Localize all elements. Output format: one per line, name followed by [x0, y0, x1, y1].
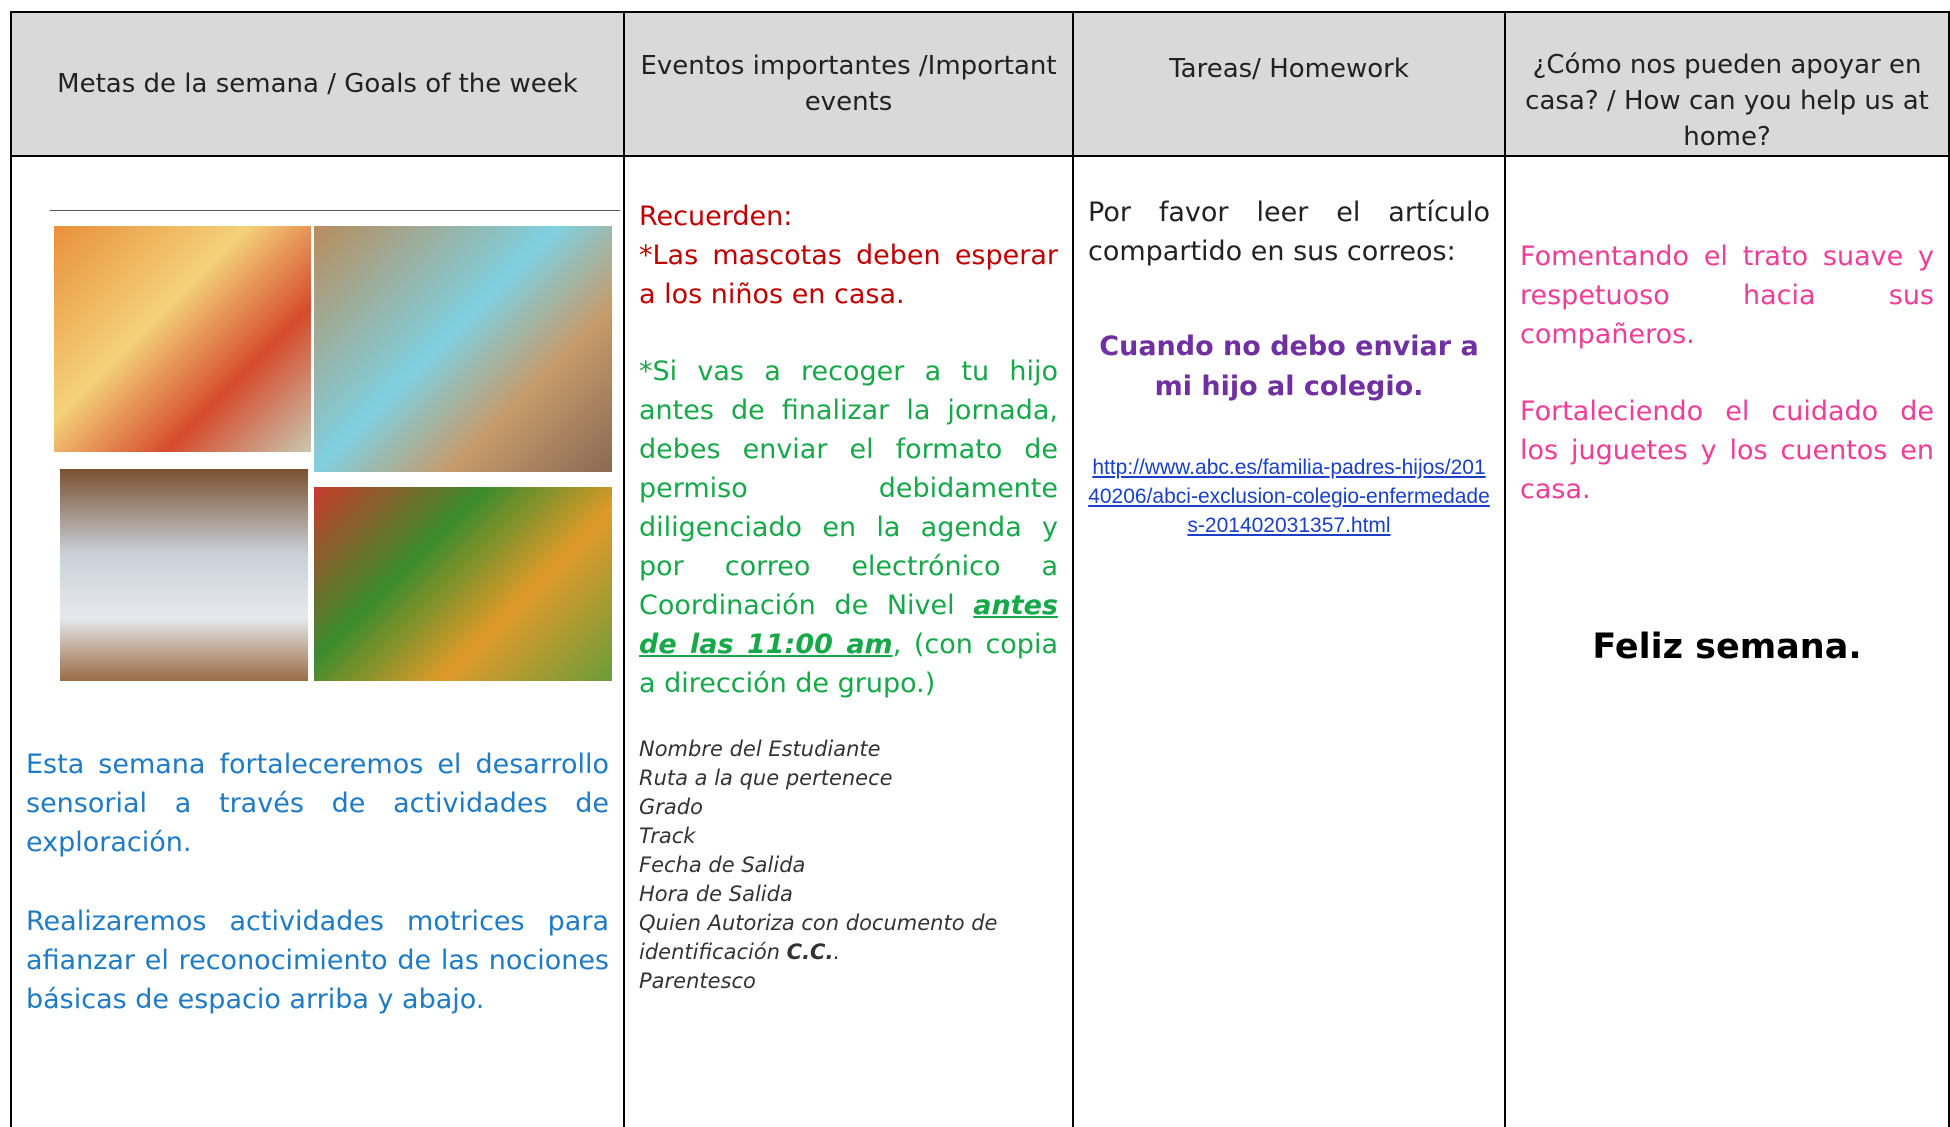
- homework-cell: Por favor leer el artículo compartido en…: [1072, 155, 1506, 1127]
- photo: [314, 487, 612, 681]
- help-paragraph: Fomentando el trato suave y respetuoso h…: [1520, 241, 1934, 350]
- header-cell: Eventos importantes /Important events: [623, 11, 1074, 157]
- form-field-text: Quien Autoriza con documento de identifi…: [639, 911, 998, 964]
- reminder: *Las mascotas deben esperar a los niños …: [639, 240, 1058, 310]
- pickup-deadline: antes de las 11:00 am: [639, 590, 1058, 660]
- rule: [50, 210, 620, 211]
- form-field: Ruta a la que pertenece: [639, 766, 893, 790]
- id-doc-suffix: .: [833, 940, 841, 964]
- pickup-note: *Si vas a recoger a tu hijo antes de fin…: [639, 352, 1058, 703]
- help-cell: Fomentando el trato suave y respetuoso h…: [1504, 155, 1950, 1127]
- form-field: Track: [639, 824, 696, 848]
- photo-collage: [26, 155, 620, 745]
- header-cell: Metas de la semana / Goals of the week: [10, 11, 625, 157]
- article-title: Cuando no debo enviar a mi hijo al coleg…: [1099, 331, 1479, 402]
- header-text: Metas de la semana / Goals of the week: [57, 69, 578, 99]
- form-field: Parentesco: [639, 969, 756, 993]
- homework-intro: Por favor leer el artículo compartido en…: [1088, 197, 1490, 267]
- article-link-wrap: http://www.abc.es/familia-padres-hijos/2…: [1088, 453, 1490, 540]
- events-cell: Recuerden: *Las mascotas deben esperar a…: [623, 155, 1074, 1127]
- form-field: Quien Autoriza con documento de identifi…: [639, 909, 1058, 967]
- goal-paragraph: Realizaremos actividades motrices para a…: [26, 906, 609, 1015]
- header-cell: Tareas/ Homework: [1072, 11, 1506, 157]
- photo: [54, 226, 311, 452]
- header-text: Tareas/ Homework: [1169, 54, 1409, 84]
- header-text: ¿Cómo nos pueden apoyar en casa? / How c…: [1525, 50, 1929, 152]
- header-text: Eventos importantes /Important events: [640, 51, 1057, 117]
- id-doc: C.C.: [786, 940, 834, 964]
- help-paragraph: Fortaleciendo el cuidado de los juguetes…: [1520, 396, 1934, 505]
- header-cell: ¿Cómo nos pueden apoyar en casa? / How c…: [1504, 11, 1950, 157]
- closing: Feliz semana.: [1592, 627, 1862, 667]
- photo: [314, 226, 612, 472]
- form-field: Hora de Salida: [639, 882, 793, 906]
- photo: [60, 469, 308, 681]
- form-field: Nombre del Estudiante: [639, 737, 881, 761]
- form-field: Fecha de Salida: [639, 853, 806, 877]
- pickup-text: *Si vas a recoger a tu hijo antes de fin…: [639, 356, 1058, 621]
- pickup-text: , (con copia a dirección de grupo.): [639, 629, 1058, 699]
- goal-paragraph: Esta semana fortaleceremos el desarrollo…: [26, 749, 609, 858]
- form-fields: Nombre del Estudiante Ruta a la que pert…: [639, 735, 1058, 996]
- reminder-title: Recuerden:: [639, 201, 793, 232]
- form-field: Grado: [639, 795, 703, 819]
- article-link[interactable]: http://www.abc.es/familia-padres-hijos/2…: [1088, 456, 1490, 537]
- goals-cell: Esta semana fortaleceremos el desarrollo…: [10, 155, 625, 1127]
